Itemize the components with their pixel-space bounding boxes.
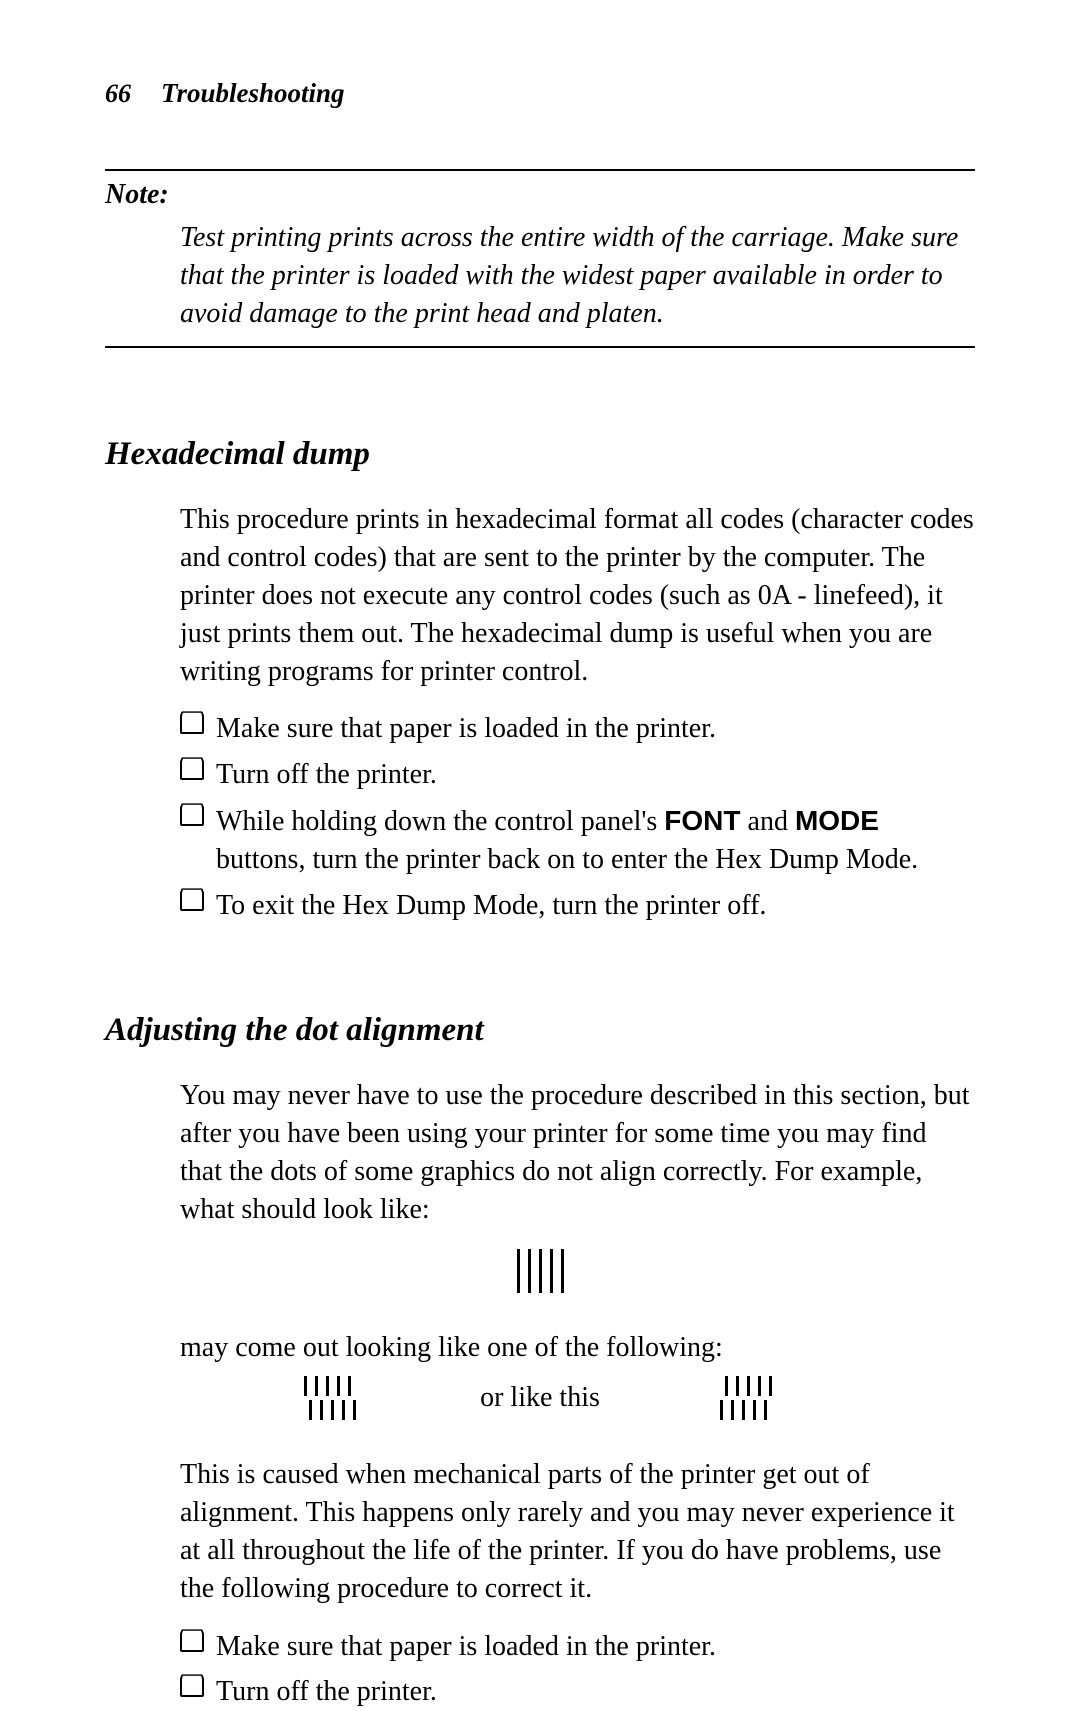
checkbox-icon	[180, 1673, 216, 1701]
checkbox-icon	[180, 1628, 216, 1656]
misaligned-bars-figure: or like this	[105, 1376, 975, 1420]
note-label: Note:	[105, 179, 975, 211]
list-item-text: Turn off the printer.	[216, 1673, 975, 1711]
list-item-text: Make sure that paper is loaded in the pr…	[216, 1628, 975, 1666]
note-block: Note: Test printing prints across the en…	[105, 169, 975, 348]
heading-hexdump: Hexadecimal dump	[105, 436, 975, 473]
checkbox-icon	[180, 887, 216, 915]
list-item: While holding down the control panel's F…	[180, 802, 975, 879]
hexdump-intro: This procedure prints in hexadecimal for…	[180, 501, 975, 690]
list-item-text: Make sure that paper is loaded in the pr…	[216, 710, 975, 748]
list-item-text: To exit the Hex Dump Mode, turn the prin…	[216, 887, 975, 925]
dot-mid-text: may come out looking like one of the fol…	[180, 1329, 975, 1367]
list-item: Make sure that paper is loaded in the pr…	[180, 710, 975, 748]
section-hexdump: Hexadecimal dump This procedure prints i…	[105, 436, 975, 924]
list-item-text: While holding down the control panel's F…	[216, 802, 975, 879]
note-text: Test printing prints across the entire w…	[180, 219, 975, 332]
section-dot-alignment: Adjusting the dot alignment You may neve…	[105, 1012, 975, 1711]
hexdump-list: Make sure that paper is loaded in the pr…	[105, 710, 975, 924]
list-item: Turn off the printer.	[180, 756, 975, 794]
heading-dot-alignment: Adjusting the dot alignment	[105, 1012, 975, 1049]
list-item: Make sure that paper is loaded in the pr…	[180, 1628, 975, 1666]
misaligned-left	[304, 1376, 360, 1420]
header-title: Troubleshooting	[161, 78, 345, 109]
list-item: To exit the Hex Dump Mode, turn the prin…	[180, 887, 975, 925]
dot-intro: You may never have to use the procedure …	[180, 1077, 975, 1228]
aligned-bars-figure	[105, 1249, 975, 1293]
checkbox-icon	[180, 802, 216, 830]
running-head: 66 Troubleshooting	[105, 78, 975, 109]
page-number: 66	[105, 79, 131, 109]
list-item: Turn off the printer.	[180, 1673, 975, 1711]
misaligned-right	[720, 1376, 776, 1420]
or-like-this-text: or like this	[480, 1382, 600, 1414]
list-item-text: Turn off the printer.	[216, 756, 975, 794]
checkbox-icon	[180, 710, 216, 738]
dot-list: Make sure that paper is loaded in the pr…	[105, 1628, 975, 1711]
page: 66 Troubleshooting Note: Test printing p…	[0, 0, 1080, 1529]
dot-after-text: This is caused when mechanical parts of …	[180, 1456, 975, 1607]
checkbox-icon	[180, 756, 216, 784]
